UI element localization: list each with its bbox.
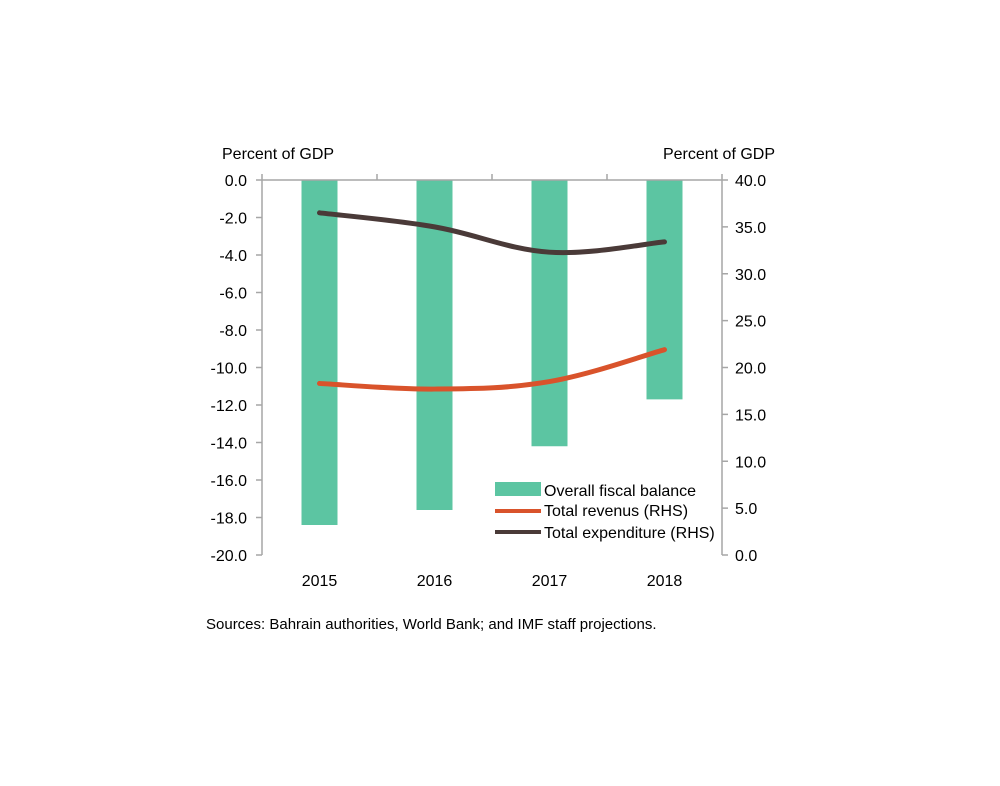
x-tick-label-2016: 2016: [417, 573, 453, 590]
right-tick-label: 15.0: [735, 407, 766, 424]
legend-label-total-revenus: Total revenus (RHS): [544, 503, 688, 520]
right-tick-label: 35.0: [735, 220, 766, 237]
right-tick-label: 40.0: [735, 173, 766, 190]
legend-label-total-expenditure: Total expenditure (RHS): [544, 525, 715, 542]
right-tick-label: 0.0: [735, 548, 757, 565]
x-tick-label-2017: 2017: [532, 573, 568, 590]
left-tick-label: 0.0: [225, 173, 247, 190]
left-tick-label: -2.0: [219, 211, 247, 228]
bar-2018: [646, 180, 683, 400]
legend-swatch-overall-fiscal-balance: [495, 482, 541, 496]
right-tick-label: 25.0: [735, 314, 766, 331]
left-tick-label: -18.0: [211, 511, 248, 528]
line-total-expenditure: [317, 210, 667, 256]
left-tick-label: -20.0: [211, 548, 248, 565]
right-tick-label: 20.0: [735, 361, 766, 378]
bar-2015: [301, 180, 338, 525]
right-tick-label: 10.0: [735, 454, 766, 471]
bar-2016: [416, 180, 453, 510]
left-tick-label: -16.0: [211, 473, 248, 490]
source-note: Sources: Bahrain authorities, World Bank…: [206, 616, 657, 633]
left-tick-label: -10.0: [211, 361, 248, 378]
left-tick-label: -8.0: [219, 323, 247, 340]
bar-2017: [531, 180, 568, 447]
left-tick-label: -4.0: [219, 248, 247, 265]
x-tick-label-2015: 2015: [302, 573, 338, 590]
right-axis-unit-label: Percent of GDP: [663, 146, 775, 163]
left-axis-unit-label: Percent of GDP: [222, 146, 334, 163]
legend-label-overall-fiscal-balance: Overall fiscal balance: [544, 483, 696, 500]
left-tick-label: -6.0: [219, 286, 247, 303]
legend: Overall fiscal balance Total revenus (RH…: [495, 482, 715, 542]
x-tick-label-2018: 2018: [647, 573, 683, 590]
right-tick-label: 5.0: [735, 501, 757, 518]
left-tick-label: -14.0: [211, 436, 248, 453]
line-total-revenus: [317, 347, 667, 392]
right-tick-label: 30.0: [735, 267, 766, 284]
left-tick-label: -12.0: [211, 398, 248, 415]
